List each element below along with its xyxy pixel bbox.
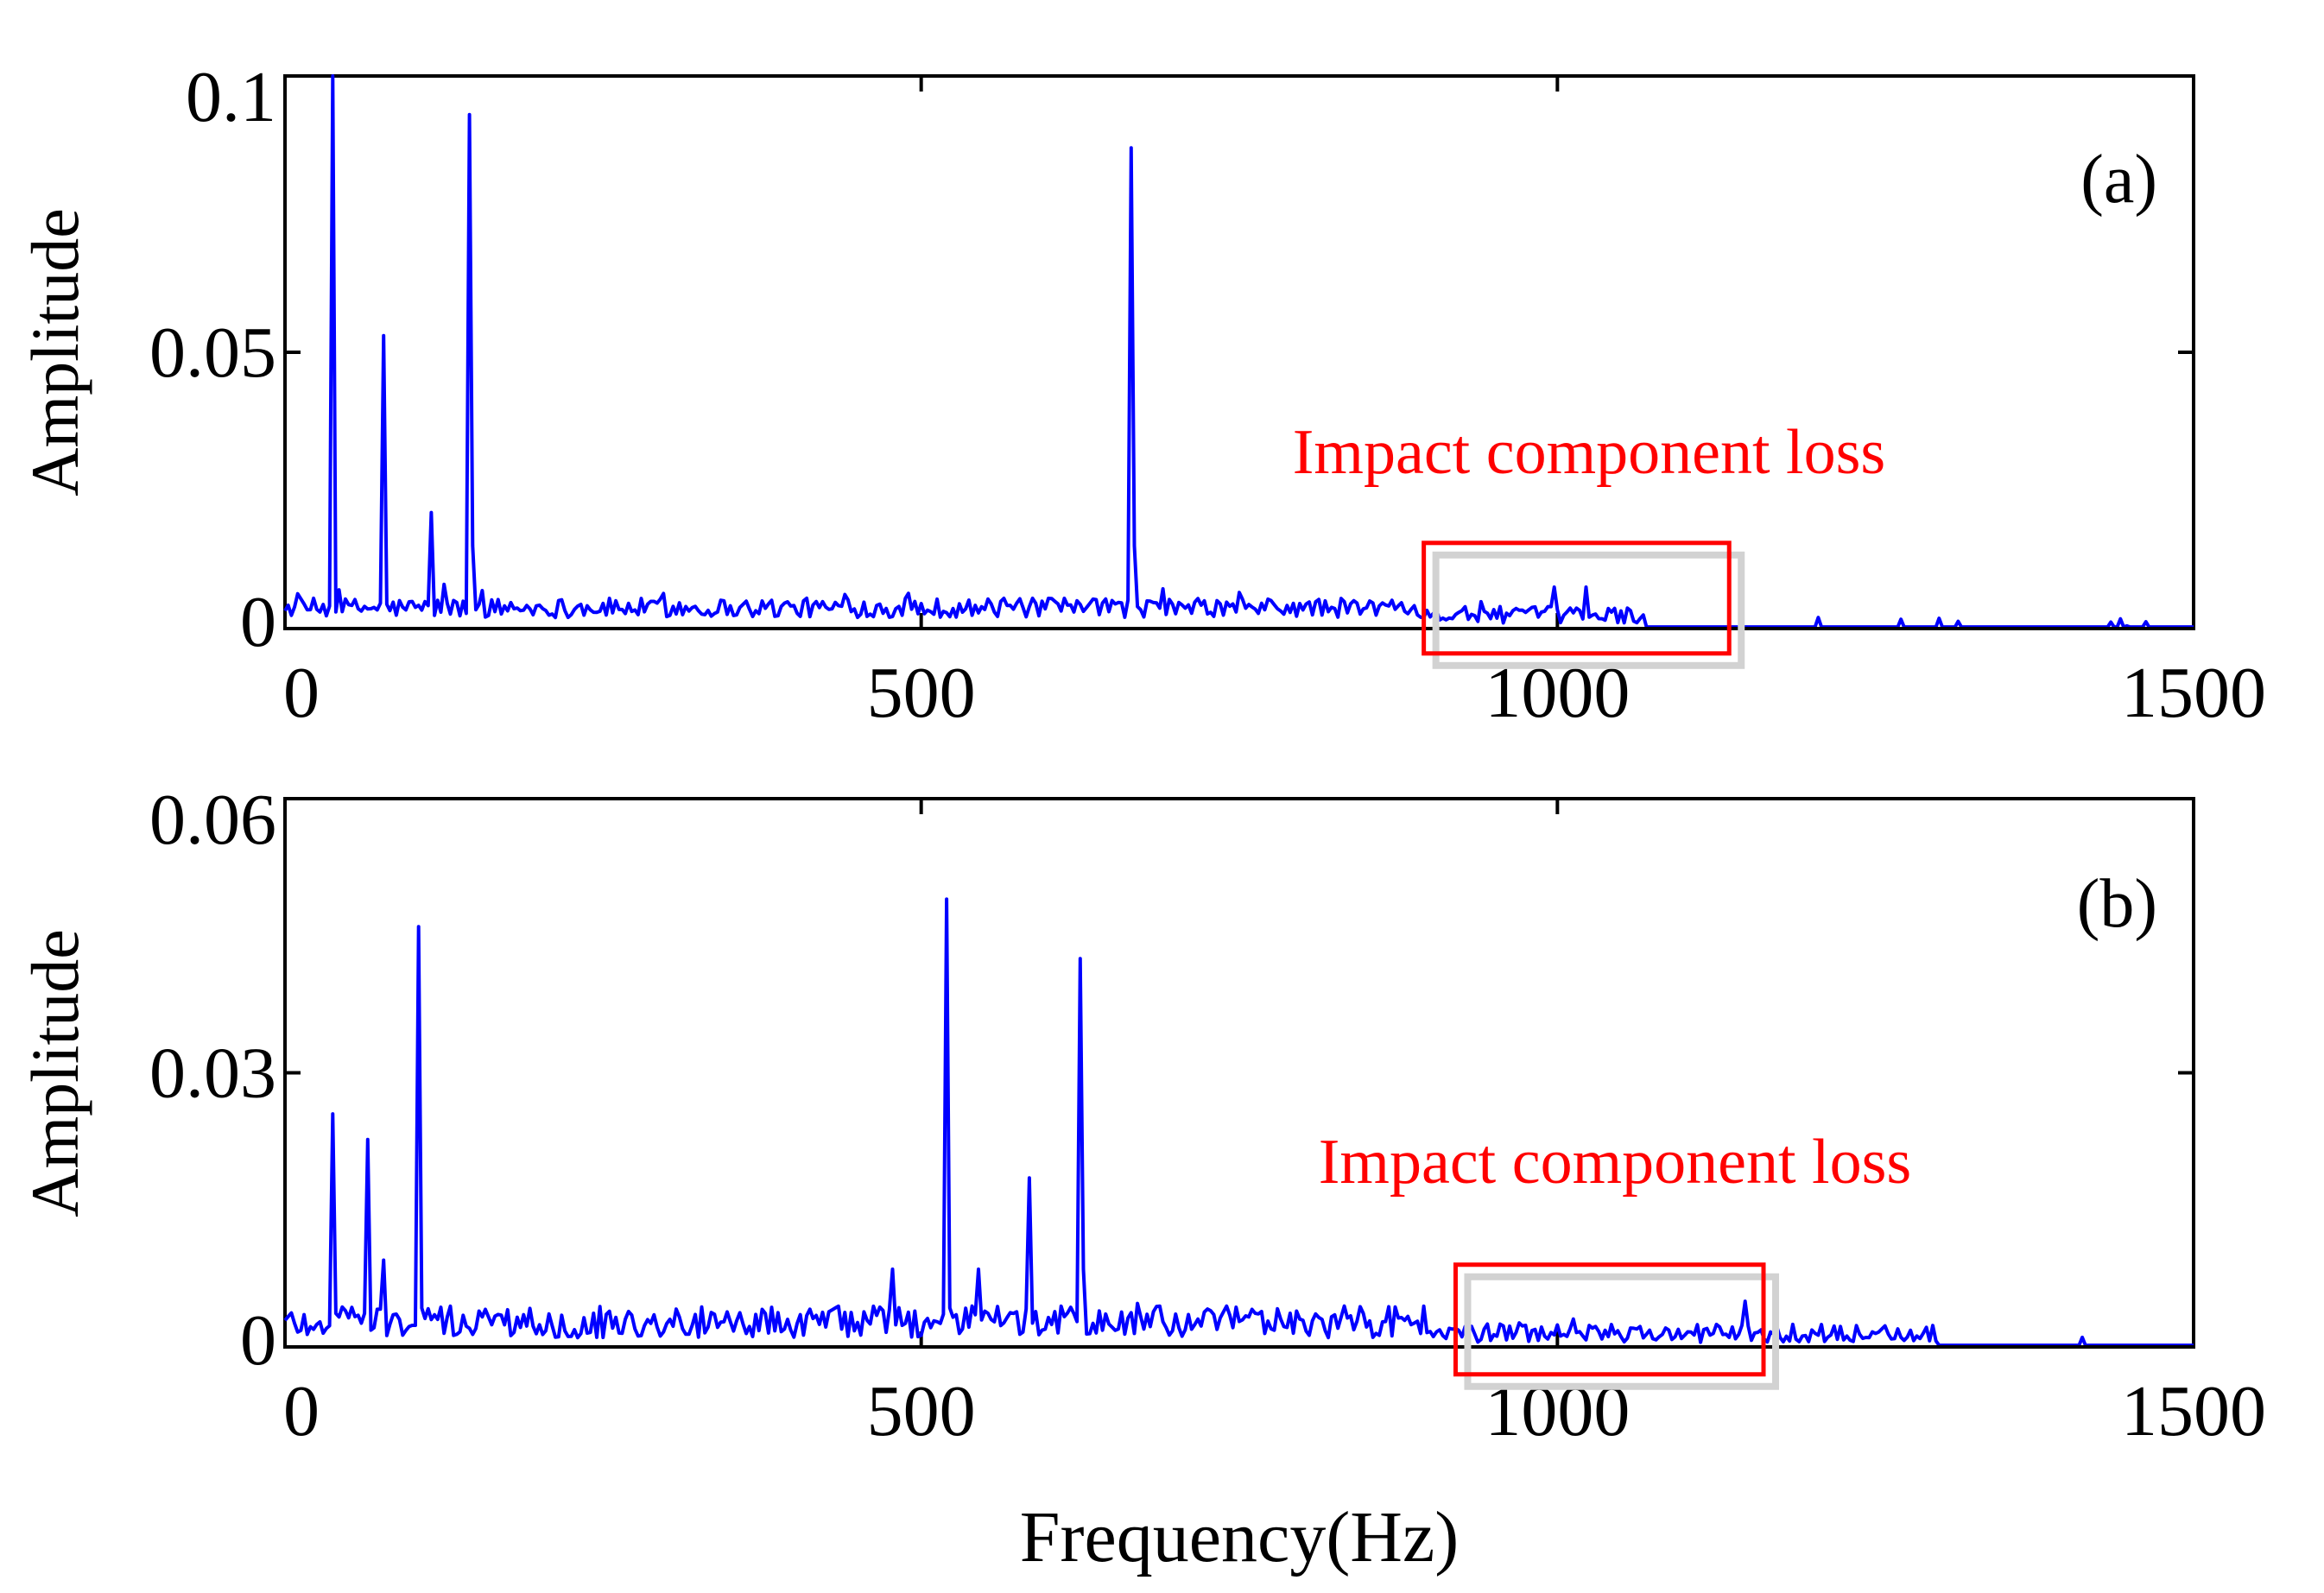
panel-b-annotation-box	[1453, 1262, 1766, 1377]
panel-b: 0 500 1000 1500 00.030.06 Impact component …	[17, 780, 2266, 1451]
panel-a-annotation-text: Impact component loss	[1293, 417, 1885, 488]
panel-a-spectrum-line	[283, 74, 2194, 629]
panel-b-xtick-label-0: 0	[283, 1371, 320, 1451]
panel-a-yticks: 0 0.05 0.1	[149, 57, 2194, 662]
panel-b-ylabel: Amplitude	[17, 929, 92, 1217]
panel-a-ytick-label-0.1: 0.1	[186, 57, 276, 137]
panel-a-ytick-label-0: 0	[240, 582, 276, 662]
panel-a-xtick-label-1500: 1500	[2121, 653, 2266, 733]
panel-a-ytick-label-0.05: 0.05	[149, 313, 276, 393]
panel-a-xtick-label-500: 500	[867, 653, 976, 733]
panel-a-tag: (a)	[2080, 142, 2157, 218]
panel-b-xtick-label-500: 500	[867, 1371, 976, 1451]
panel-a: 0 500 1000 1500 00.050.1 Impact component l…	[17, 57, 2266, 733]
panel-a-ylabel: Amplitude	[17, 208, 92, 496]
panel-b-xticks: 0 500 1000 1500	[283, 799, 2266, 1451]
panel-a-xticks: 0 500 1000 1500	[283, 76, 2266, 733]
panel-b-annotation-text: Impact component loss	[1319, 1127, 1911, 1198]
panel-b-ytick-label-0.06: 0.06	[149, 780, 276, 860]
panel-b-yticks: 0 0.03 0.06	[149, 780, 2194, 1381]
panel-a-annotation-shadow	[1432, 551, 1745, 669]
x-axis-label: Frequency(Hz)	[1020, 1497, 1459, 1577]
panel-b-ytick-label-0.03: 0.03	[149, 1034, 276, 1114]
panel-b-xtick-label-1500: 1500	[2121, 1371, 2266, 1451]
panel-b-spectrum-line	[283, 897, 2194, 1348]
panel-a-annotation-box	[1422, 540, 1732, 656]
panel-a-xtick-label-0: 0	[283, 653, 320, 733]
panel-b-frame	[283, 797, 2195, 1349]
panel-a-frame	[283, 74, 2195, 630]
panel-b-annotation-shadow	[1464, 1273, 1780, 1390]
panel-b-ytick-label-0: 0	[240, 1300, 276, 1381]
panel-b-tag: (b)	[2077, 866, 2157, 942]
